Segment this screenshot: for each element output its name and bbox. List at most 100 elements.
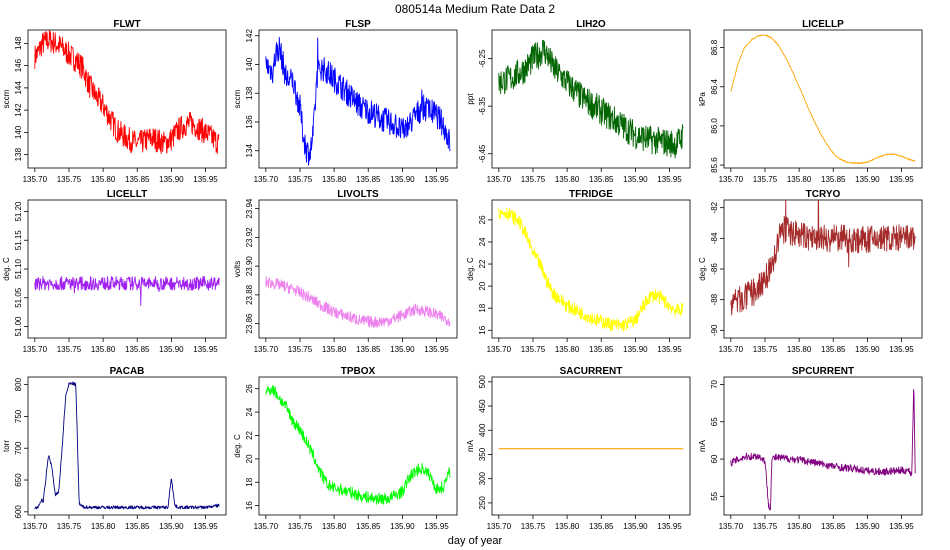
livolts-ylabel: volts xyxy=(233,261,242,277)
flwt-ytick-label: 142 xyxy=(14,103,23,117)
pacab-xtick-label: 135.80 xyxy=(91,522,116,531)
livolts-series-line xyxy=(265,276,451,328)
pacab-ylabel: torr xyxy=(2,440,11,452)
tpbox-ytick-label: 16 xyxy=(245,501,254,510)
chart-lih2o: LIH2O 135.70 135.75 135.80 135.85 135.90 135.9… xyxy=(466,19,691,184)
licellp-xtick-label: 135.90 xyxy=(855,175,880,184)
licellp-xtick-label: 135.70 xyxy=(719,175,744,184)
pacab-xtick-label: 135.90 xyxy=(159,522,184,531)
licellp-ytick-label: 86.4 xyxy=(710,78,719,94)
sacurrent-ytick-label: 500 xyxy=(478,375,487,389)
lih2o-ytick-label: -6.45 xyxy=(478,144,487,163)
tpbox-ytick-label: 24 xyxy=(245,407,254,416)
lih2o-ytick-label: -6.25 xyxy=(478,49,487,68)
tfridge-ylabel: deg. C xyxy=(466,257,475,281)
livolts-ytick-label: 23.94 xyxy=(245,198,254,219)
tfridge-xtick-label: 135.90 xyxy=(623,345,648,354)
lih2o-xtick-label: 135.70 xyxy=(487,175,512,184)
sacurrent-ylabel: mA xyxy=(466,439,475,452)
tcryo-ylabel: deg. C xyxy=(698,257,707,281)
tfridge-title: TFRIDGE xyxy=(569,189,613,200)
sacurrent-xtick-label: 135.70 xyxy=(487,522,512,531)
tfridge-xtick-label: 135.80 xyxy=(555,345,580,354)
pacab-xtick-label: 135.70 xyxy=(23,522,48,531)
spcurrent-xtick-label: 135.70 xyxy=(719,522,744,531)
panels: FLWT 135.70 135.75 135.80 135.85 135.90 135.95… xyxy=(2,19,923,531)
licellt-frame xyxy=(27,199,227,339)
licellp-ytick-label: 85.6 xyxy=(710,157,719,173)
livolts-ytick-label: 23.86 xyxy=(245,313,254,334)
tpbox-series-group xyxy=(265,385,451,505)
tfridge-ytick-label: 18 xyxy=(478,303,487,312)
licellt-ytick-label: 51.00 xyxy=(14,316,23,337)
pacab-series-group xyxy=(34,381,220,510)
tfridge-series-group xyxy=(498,207,684,332)
tfridge-frame xyxy=(491,199,691,339)
tcryo-ytick-label: -84 xyxy=(710,232,719,244)
lih2o-xtick-label: 135.90 xyxy=(623,175,648,184)
tpbox-xtick-label: 135.70 xyxy=(254,522,279,531)
chart-tfridge: TFRIDGE 135.70 135.75 135.80 135.85 135.90 135… xyxy=(466,189,691,354)
tpbox-frame xyxy=(258,376,458,516)
flsp-xtick-label: 135.95 xyxy=(424,175,449,184)
tpbox-ytick-label: 26 xyxy=(245,384,254,393)
chart-flwt: FLWT 135.70 135.75 135.80 135.85 135.90 135.95… xyxy=(2,19,227,184)
spcurrent-series-line xyxy=(730,389,916,511)
licellp-xtick-label: 135.80 xyxy=(787,175,812,184)
chart-licellt: LICELLT 135.70 135.75 135.80 135.85 135.90 135… xyxy=(2,189,227,354)
tfridge-xtick-label: 135.75 xyxy=(521,345,546,354)
flsp-ytick-label: 142 xyxy=(245,29,254,43)
licellp-ytick-label: 86.8 xyxy=(710,39,719,55)
livolts-xtick-label: 135.80 xyxy=(322,345,347,354)
pacab-ytick-label: 600 xyxy=(14,505,23,519)
spcurrent-ytick-label: 55 xyxy=(710,491,719,500)
sacurrent-ytick-label: 250 xyxy=(478,496,487,510)
licellp-xtick-label: 135.95 xyxy=(889,175,914,184)
flwt-ytick-label: 140 xyxy=(14,125,23,139)
pacab-title: PACAB xyxy=(110,366,145,377)
sacurrent-xtick-label: 135.85 xyxy=(589,522,614,531)
flwt-xtick-label: 135.85 xyxy=(125,175,150,184)
flsp-xtick-label: 135.75 xyxy=(288,175,313,184)
pacab-xtick-label: 135.95 xyxy=(193,522,218,531)
licellt-series-line xyxy=(34,276,220,307)
spcurrent-ylabel: mA xyxy=(698,439,707,452)
flsp-series-group xyxy=(265,36,451,166)
tpbox-xtick-label: 135.80 xyxy=(322,522,347,531)
licellp-series-line xyxy=(730,34,916,165)
licellp-xtick-label: 135.75 xyxy=(753,175,778,184)
tpbox-title: TPBOX xyxy=(341,366,376,377)
flsp-ytick-label: 136 xyxy=(245,115,254,129)
flwt-ytick-label: 138 xyxy=(14,147,23,161)
pacab-ytick-label: 700 xyxy=(14,441,23,455)
flsp-ytick-label: 140 xyxy=(245,57,254,71)
spcurrent-ytick-label: 60 xyxy=(710,454,719,463)
flwt-ytick-label: 148 xyxy=(14,36,23,50)
chart-licellp: LICELLP 135.70 135.75 135.80 135.85 135.90 135… xyxy=(698,19,923,184)
pacab-ytick-label: 650 xyxy=(14,473,23,487)
livolts-title: LIVOLTS xyxy=(337,189,379,200)
tfridge-ytick-label: 16 xyxy=(478,325,487,334)
spcurrent-xtick-label: 135.85 xyxy=(821,522,846,531)
livolts-ytick-label: 23.88 xyxy=(245,284,254,305)
sacurrent-title: SACURRENT xyxy=(560,366,623,377)
flsp-xtick-label: 135.70 xyxy=(254,175,279,184)
tcryo-frame xyxy=(723,199,923,339)
pacab-frame xyxy=(27,376,227,516)
lih2o-xtick-label: 135.85 xyxy=(589,175,614,184)
tpbox-series-line xyxy=(265,385,451,505)
tcryo-ytick-label: -82 xyxy=(710,201,719,213)
sacurrent-xtick-label: 135.75 xyxy=(521,522,546,531)
tcryo-xtick-label: 135.75 xyxy=(753,345,778,354)
flwt-series-group xyxy=(34,30,220,155)
flwt-ylabel: sccm xyxy=(2,89,11,108)
tfridge-xtick-label: 135.85 xyxy=(589,345,614,354)
flsp-ylabel: sccm xyxy=(233,89,242,108)
livolts-xtick-label: 135.95 xyxy=(424,345,449,354)
tpbox-xtick-label: 135.75 xyxy=(288,522,313,531)
licellt-xtick-label: 135.70 xyxy=(23,345,48,354)
flsp-xtick-label: 135.90 xyxy=(390,175,415,184)
licellt-xtick-label: 135.90 xyxy=(159,345,184,354)
licellp-series-group xyxy=(730,34,916,165)
licellp-ytick-label: 86.0 xyxy=(710,118,719,134)
